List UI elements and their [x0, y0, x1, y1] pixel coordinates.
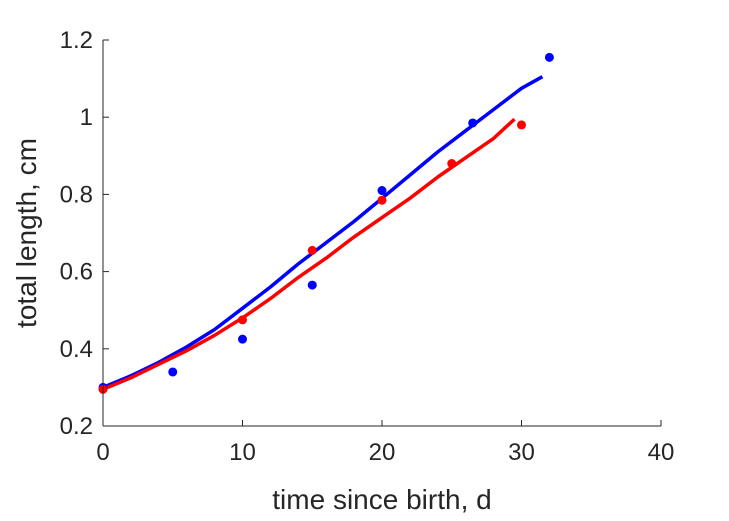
- x-tick-label: 10: [229, 439, 256, 466]
- y-axis-label: total length, cm: [11, 138, 42, 328]
- x-tick-label: 0: [96, 439, 109, 466]
- data-point-series-1: [447, 159, 457, 169]
- data-point-series-1: [377, 195, 387, 205]
- data-point-series-0: [307, 280, 317, 290]
- y-tick-label: 0.2: [60, 413, 93, 440]
- y-tick-label: 0.8: [60, 181, 93, 208]
- data-points: [98, 52, 554, 394]
- x-tick-label: 20: [369, 439, 396, 466]
- data-point-series-1: [517, 120, 526, 130]
- data-point-series-0: [238, 334, 247, 344]
- y-ticks: 0.2 0.4 0.6 0.8 1 1.2: [60, 27, 109, 440]
- y-tick-label: 0.6: [60, 259, 93, 286]
- data-point-series-0: [468, 118, 478, 128]
- data-point-series-1: [307, 245, 317, 255]
- x-tick-label: 40: [648, 439, 675, 466]
- y-tick-label: 1.2: [60, 27, 93, 54]
- data-point-series-0: [544, 52, 554, 62]
- data-point-series-0: [168, 367, 178, 377]
- x-ticks: 0 10 20 30 40: [96, 420, 674, 466]
- data-point-series-0: [377, 186, 387, 196]
- x-tick-label: 30: [508, 439, 535, 466]
- y-tick-label: 0.4: [60, 336, 93, 363]
- data-point-series-1: [238, 315, 247, 325]
- x-axis-label: time since birth, d: [272, 484, 491, 515]
- y-tick-label: 1: [80, 104, 93, 131]
